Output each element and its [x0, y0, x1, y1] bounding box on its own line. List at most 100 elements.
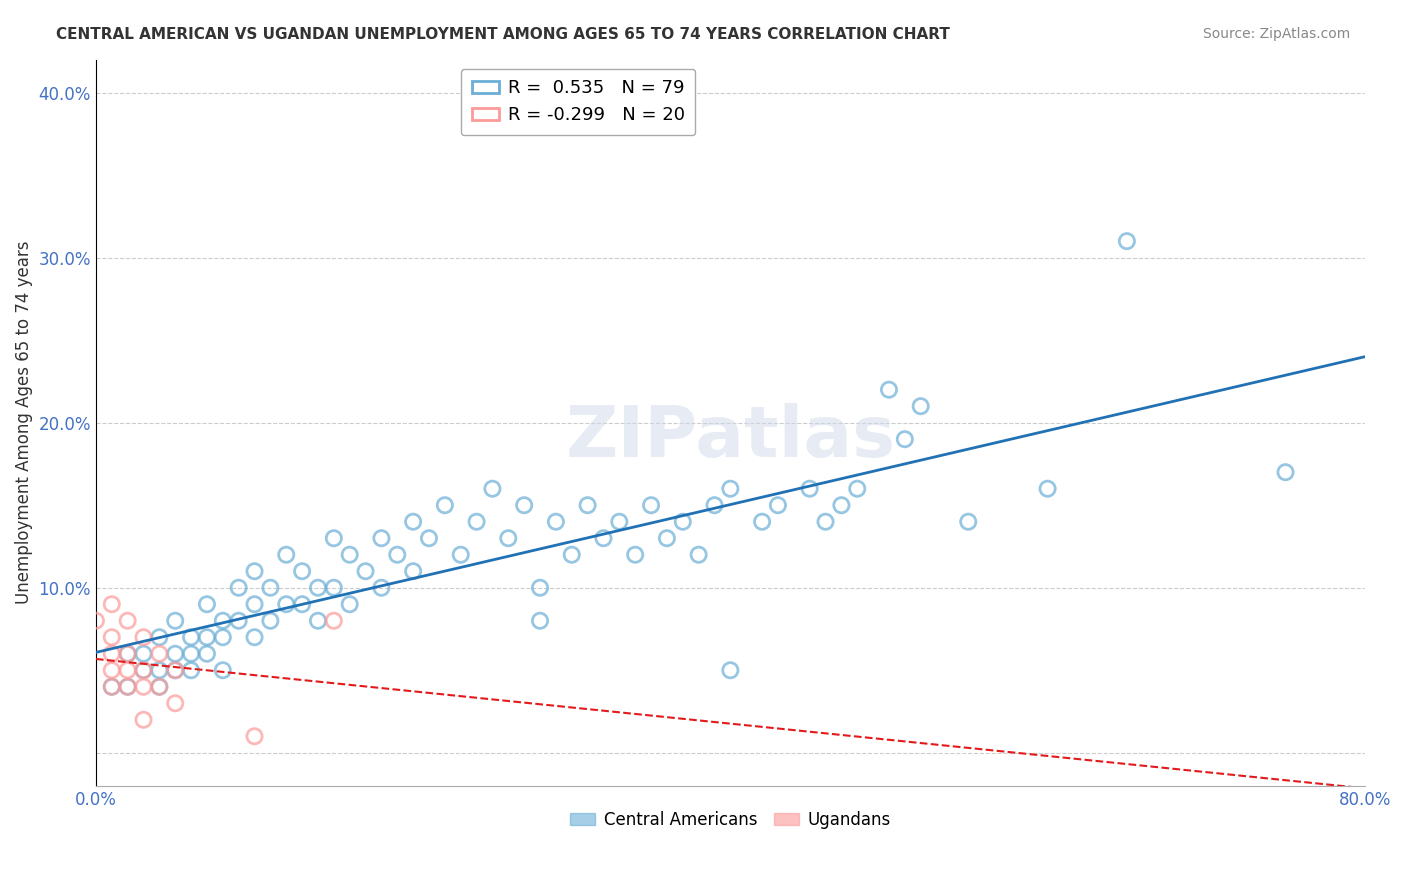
Point	[211, 614, 233, 628]
Point	[354, 564, 377, 578]
Point	[84, 614, 107, 628]
Point	[322, 614, 344, 628]
Point	[465, 515, 488, 529]
Point	[1115, 234, 1137, 248]
Point	[418, 531, 440, 545]
Point	[529, 614, 551, 628]
Point	[339, 548, 361, 562]
Point	[276, 597, 298, 611]
Point	[243, 564, 266, 578]
Point	[101, 630, 124, 644]
Point	[799, 482, 821, 496]
Point	[211, 630, 233, 644]
Point	[498, 531, 520, 545]
Point	[243, 630, 266, 644]
Point	[117, 647, 139, 661]
Point	[101, 680, 124, 694]
Point	[830, 498, 852, 512]
Text: CENTRAL AMERICAN VS UGANDAN UNEMPLOYMENT AMONG AGES 65 TO 74 YEARS CORRELATION C: CENTRAL AMERICAN VS UGANDAN UNEMPLOYMENT…	[56, 27, 950, 42]
Point	[148, 663, 170, 677]
Point	[894, 432, 917, 446]
Point	[132, 713, 155, 727]
Point	[132, 647, 155, 661]
Point	[132, 663, 155, 677]
Point	[180, 630, 202, 644]
Point	[228, 581, 250, 595]
Point	[165, 663, 187, 677]
Point	[117, 663, 139, 677]
Point	[624, 548, 647, 562]
Point	[846, 482, 869, 496]
Point	[751, 515, 773, 529]
Point	[101, 680, 124, 694]
Point	[195, 630, 218, 644]
Point	[211, 663, 233, 677]
Point	[307, 581, 329, 595]
Point	[655, 531, 678, 545]
Text: ZIPatlas: ZIPatlas	[565, 402, 896, 472]
Point	[148, 680, 170, 694]
Point	[228, 614, 250, 628]
Point	[180, 647, 202, 661]
Point	[117, 647, 139, 661]
Point	[592, 531, 614, 545]
Point	[910, 399, 932, 413]
Point	[529, 581, 551, 595]
Point	[291, 597, 314, 611]
Point	[243, 597, 266, 611]
Point	[259, 581, 281, 595]
Legend: Central Americans, Ugandans: Central Americans, Ugandans	[564, 805, 897, 836]
Point	[101, 647, 124, 661]
Point	[291, 564, 314, 578]
Point	[450, 548, 472, 562]
Point	[370, 581, 392, 595]
Point	[165, 663, 187, 677]
Point	[561, 548, 583, 562]
Point	[148, 680, 170, 694]
Point	[814, 515, 837, 529]
Point	[703, 498, 725, 512]
Point	[195, 597, 218, 611]
Point	[148, 647, 170, 661]
Point	[101, 597, 124, 611]
Point	[481, 482, 503, 496]
Point	[544, 515, 567, 529]
Point	[322, 581, 344, 595]
Point	[180, 663, 202, 677]
Point	[339, 597, 361, 611]
Point	[640, 498, 662, 512]
Point	[132, 663, 155, 677]
Point	[148, 630, 170, 644]
Y-axis label: Unemployment Among Ages 65 to 74 years: Unemployment Among Ages 65 to 74 years	[15, 241, 32, 605]
Point	[718, 663, 741, 677]
Text: Source: ZipAtlas.com: Source: ZipAtlas.com	[1202, 27, 1350, 41]
Point	[877, 383, 900, 397]
Point	[117, 680, 139, 694]
Point	[1274, 465, 1296, 479]
Point	[322, 531, 344, 545]
Point	[370, 531, 392, 545]
Point	[402, 564, 425, 578]
Point	[433, 498, 456, 512]
Point	[101, 663, 124, 677]
Point	[307, 614, 329, 628]
Point	[607, 515, 630, 529]
Point	[132, 680, 155, 694]
Point	[766, 498, 789, 512]
Point	[957, 515, 980, 529]
Point	[402, 515, 425, 529]
Point	[195, 647, 218, 661]
Point	[259, 614, 281, 628]
Point	[165, 647, 187, 661]
Point	[165, 696, 187, 710]
Point	[243, 729, 266, 743]
Point	[718, 482, 741, 496]
Point	[165, 614, 187, 628]
Point	[276, 548, 298, 562]
Point	[688, 548, 710, 562]
Point	[117, 614, 139, 628]
Point	[132, 630, 155, 644]
Point	[513, 498, 536, 512]
Point	[117, 680, 139, 694]
Point	[672, 515, 695, 529]
